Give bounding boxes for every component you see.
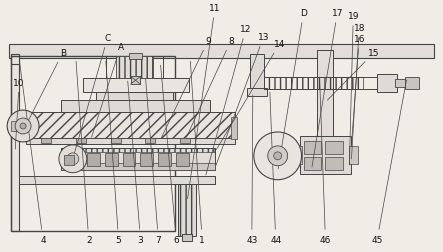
- Bar: [140, 153, 153, 166]
- Text: 12: 12: [206, 25, 252, 175]
- Text: 14: 14: [217, 40, 285, 150]
- Circle shape: [268, 146, 288, 166]
- Bar: [180, 138, 190, 143]
- Text: D: D: [278, 9, 307, 169]
- Bar: [83, 79, 189, 93]
- Bar: [26, 113, 235, 140]
- Bar: [182, 234, 192, 241]
- Bar: [64, 155, 74, 165]
- Bar: [11, 55, 19, 232]
- Text: 8: 8: [187, 37, 234, 138]
- Bar: [145, 138, 155, 143]
- Text: 3: 3: [128, 82, 144, 244]
- Bar: [377, 75, 397, 93]
- Bar: [128, 54, 143, 60]
- Bar: [116, 57, 153, 79]
- Text: 10: 10: [13, 78, 25, 149]
- Bar: [105, 57, 163, 79]
- Text: B: B: [24, 49, 66, 129]
- Bar: [69, 153, 82, 166]
- Bar: [303, 157, 322, 170]
- Bar: [303, 141, 322, 154]
- Text: 4: 4: [19, 62, 46, 244]
- Bar: [111, 138, 120, 143]
- Bar: [349, 146, 358, 164]
- Bar: [264, 78, 378, 90]
- Bar: [61, 148, 215, 170]
- Text: 19: 19: [347, 12, 359, 165]
- Bar: [250, 55, 264, 93]
- Bar: [87, 153, 100, 166]
- Bar: [293, 146, 302, 164]
- Bar: [326, 157, 343, 170]
- Text: 18: 18: [351, 24, 365, 160]
- Text: 5: 5: [106, 62, 121, 244]
- Circle shape: [15, 119, 31, 134]
- Bar: [326, 141, 343, 154]
- Text: 9: 9: [162, 37, 211, 138]
- Bar: [395, 80, 407, 88]
- Bar: [11, 121, 17, 132]
- Text: 43: 43: [246, 96, 257, 244]
- Bar: [160, 176, 215, 184]
- Bar: [11, 57, 19, 65]
- Bar: [123, 153, 136, 166]
- Bar: [105, 153, 117, 166]
- Bar: [176, 153, 189, 166]
- Text: 45: 45: [371, 81, 407, 244]
- Circle shape: [20, 123, 26, 130]
- Bar: [264, 78, 363, 90]
- Text: 7: 7: [146, 80, 161, 244]
- Bar: [11, 51, 185, 57]
- Bar: [11, 57, 175, 232]
- Text: 16: 16: [351, 35, 365, 145]
- Text: 6: 6: [160, 66, 179, 244]
- Text: 44: 44: [270, 92, 281, 244]
- Text: 11: 11: [187, 4, 221, 199]
- Text: 1: 1: [190, 62, 205, 244]
- Bar: [158, 153, 171, 166]
- Bar: [19, 176, 215, 184]
- Bar: [131, 77, 140, 85]
- Bar: [299, 136, 351, 174]
- Bar: [96, 93, 173, 101]
- Text: 17: 17: [312, 9, 343, 167]
- Circle shape: [67, 153, 79, 165]
- Text: A: A: [92, 43, 124, 138]
- Text: 15: 15: [327, 49, 380, 101]
- Circle shape: [274, 152, 282, 160]
- Bar: [178, 182, 196, 236]
- Bar: [61, 148, 215, 152]
- Text: C: C: [74, 34, 111, 156]
- Bar: [26, 113, 235, 140]
- Bar: [41, 138, 51, 143]
- Circle shape: [7, 111, 39, 142]
- Text: 13: 13: [216, 33, 269, 166]
- Bar: [76, 138, 86, 143]
- Bar: [61, 101, 210, 113]
- Bar: [405, 78, 419, 90]
- Bar: [9, 45, 434, 59]
- Circle shape: [59, 145, 87, 173]
- Bar: [318, 51, 334, 142]
- Text: 46: 46: [319, 78, 331, 244]
- Bar: [26, 138, 235, 144]
- Circle shape: [254, 133, 302, 180]
- Text: 2: 2: [76, 62, 92, 244]
- Bar: [247, 89, 267, 97]
- Bar: [231, 118, 237, 139]
- Bar: [61, 163, 215, 170]
